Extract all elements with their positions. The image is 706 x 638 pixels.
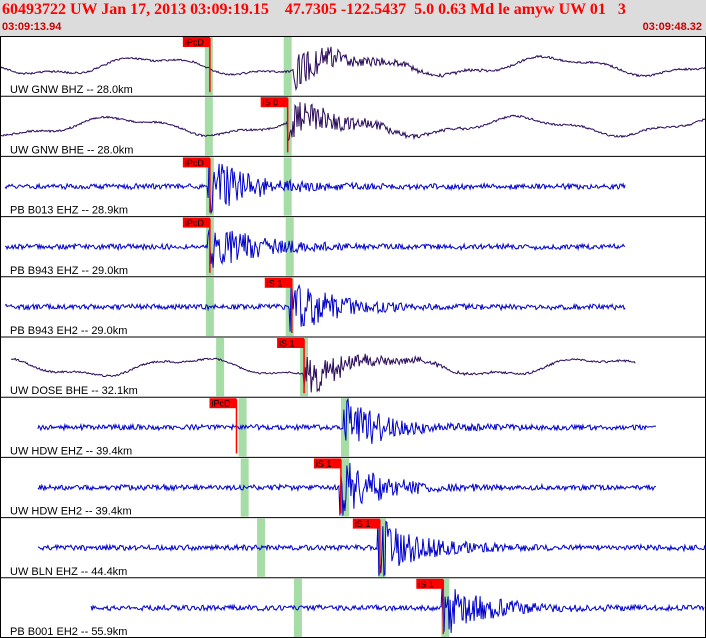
waveform-trace: [37, 520, 706, 577]
station-label: PB B943 EH2 -- 29.0km: [10, 325, 127, 337]
pick-label-box: [416, 578, 444, 589]
waveform-trace: [4, 158, 626, 215]
pick-label-box: [182, 217, 210, 228]
window-band: [293, 578, 302, 637]
pick-label: iS 1: [279, 339, 295, 349]
end-time-label: 03:09:48.32: [642, 21, 702, 33]
station-label: UW GNW BHE -- 28.0km: [10, 144, 133, 156]
window-band: [441, 578, 450, 637]
pick-label: iS 1: [418, 579, 434, 589]
trace-row: iS 1 UW BLN EHZ -- 44.4km: [0, 517, 706, 578]
waveform-trace: [0, 102, 706, 142]
pick-label-box: [277, 338, 305, 348]
pick-label-box: [209, 398, 237, 409]
station-label: UW DOSE BHE -- 32.1km: [10, 385, 138, 397]
window-band: [204, 97, 213, 156]
pick-label: iS 1: [355, 519, 371, 529]
window-band: [285, 277, 294, 336]
pick-label: iPcD: [185, 218, 205, 228]
pick-label: iPcD: [211, 399, 231, 409]
waveform-trace: [4, 283, 626, 332]
pick-label-box: [264, 277, 292, 288]
window-band: [283, 37, 292, 96]
pick-label-box: [313, 458, 341, 469]
trace-row: iS 1 UW HDW EH2 -- 39.4km: [0, 456, 706, 518]
pick-label: iPcD: [185, 158, 205, 168]
waveform-trace: [10, 353, 636, 393]
event-header: 60493722 UW Jan 17, 2013 03:09:19.15 47.…: [0, 0, 706, 36]
waveform-trace: [37, 397, 657, 444]
station-label: PB B013 EHZ -- 28.9km: [10, 205, 128, 217]
pick-label: iS 1: [316, 459, 332, 469]
waveform-trace: [37, 462, 657, 516]
pick-label: iPcD: [185, 38, 205, 48]
waveform-trace: [0, 46, 706, 92]
station-label: UW GNW BHZ -- 28.0km: [10, 84, 133, 96]
trace-row: iPcD PB B013 EHZ -- 28.9km: [0, 155, 706, 217]
station-label: PB B943 EHZ -- 29.0km: [10, 265, 128, 277]
trace-row: iPcD UW HDW EHZ -- 39.4km: [0, 396, 706, 457]
waveform-trace: [90, 585, 705, 634]
trace-row: iS 0 UW GNW BHE -- 28.0km: [0, 95, 706, 156]
trace-row: iS 1 PB B001 EH2 -- 55.9km: [0, 577, 706, 638]
trace-row: iPcD PB B943 EHZ -- 29.0km: [0, 216, 706, 277]
window-band: [216, 338, 225, 397]
trace-row: iPcD UW GNW BHZ -- 28.0km: [0, 37, 706, 96]
seismogram-panel[interactable]: iPcD UW GNW BHZ -- 28.0km iS 0 UW GNW BHE -…: [0, 36, 706, 638]
trace-row: iS 1 UW DOSE BHE -- 32.1km: [0, 336, 706, 397]
pick-label-box: [182, 157, 210, 168]
window-band: [341, 458, 350, 517]
pick-label-box: [260, 97, 288, 108]
window-band: [204, 37, 213, 96]
start-time-label: 03:09:13.94: [2, 21, 62, 33]
station-label: UW HDW EHZ -- 39.4km: [10, 445, 132, 457]
trace-row: iS 1 PB B943 EH2 -- 29.0km: [0, 276, 706, 337]
event-title: 60493722 UW Jan 17, 2013 03:09:19.15 47.…: [2, 1, 626, 18]
station-label: PB B001 EH2 -- 55.9km: [10, 626, 127, 638]
pick-label-box: [182, 37, 210, 47]
pick-label: iS 1: [267, 278, 283, 288]
station-label: UW BLN EHZ -- 44.4km: [10, 566, 127, 578]
pick-label: iS 0: [263, 98, 279, 108]
station-label: UW HDW EH2 -- 39.4km: [10, 506, 132, 518]
waveform-trace: [4, 229, 626, 268]
pick-label-box: [352, 518, 380, 529]
